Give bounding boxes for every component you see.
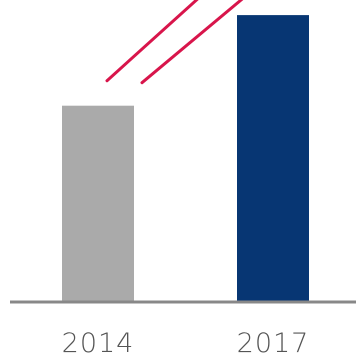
x-tick-label-2014: 2014 — [62, 328, 135, 359]
x-tick-label-2017: 2017 — [237, 328, 310, 359]
trend-arrow-line — [105, 0, 244, 85]
bar-2014 — [62, 105, 134, 302]
x-tick-labels: 2014 2017 — [62, 328, 310, 359]
bar-2017 — [237, 15, 309, 302]
bars-group — [62, 15, 309, 302]
